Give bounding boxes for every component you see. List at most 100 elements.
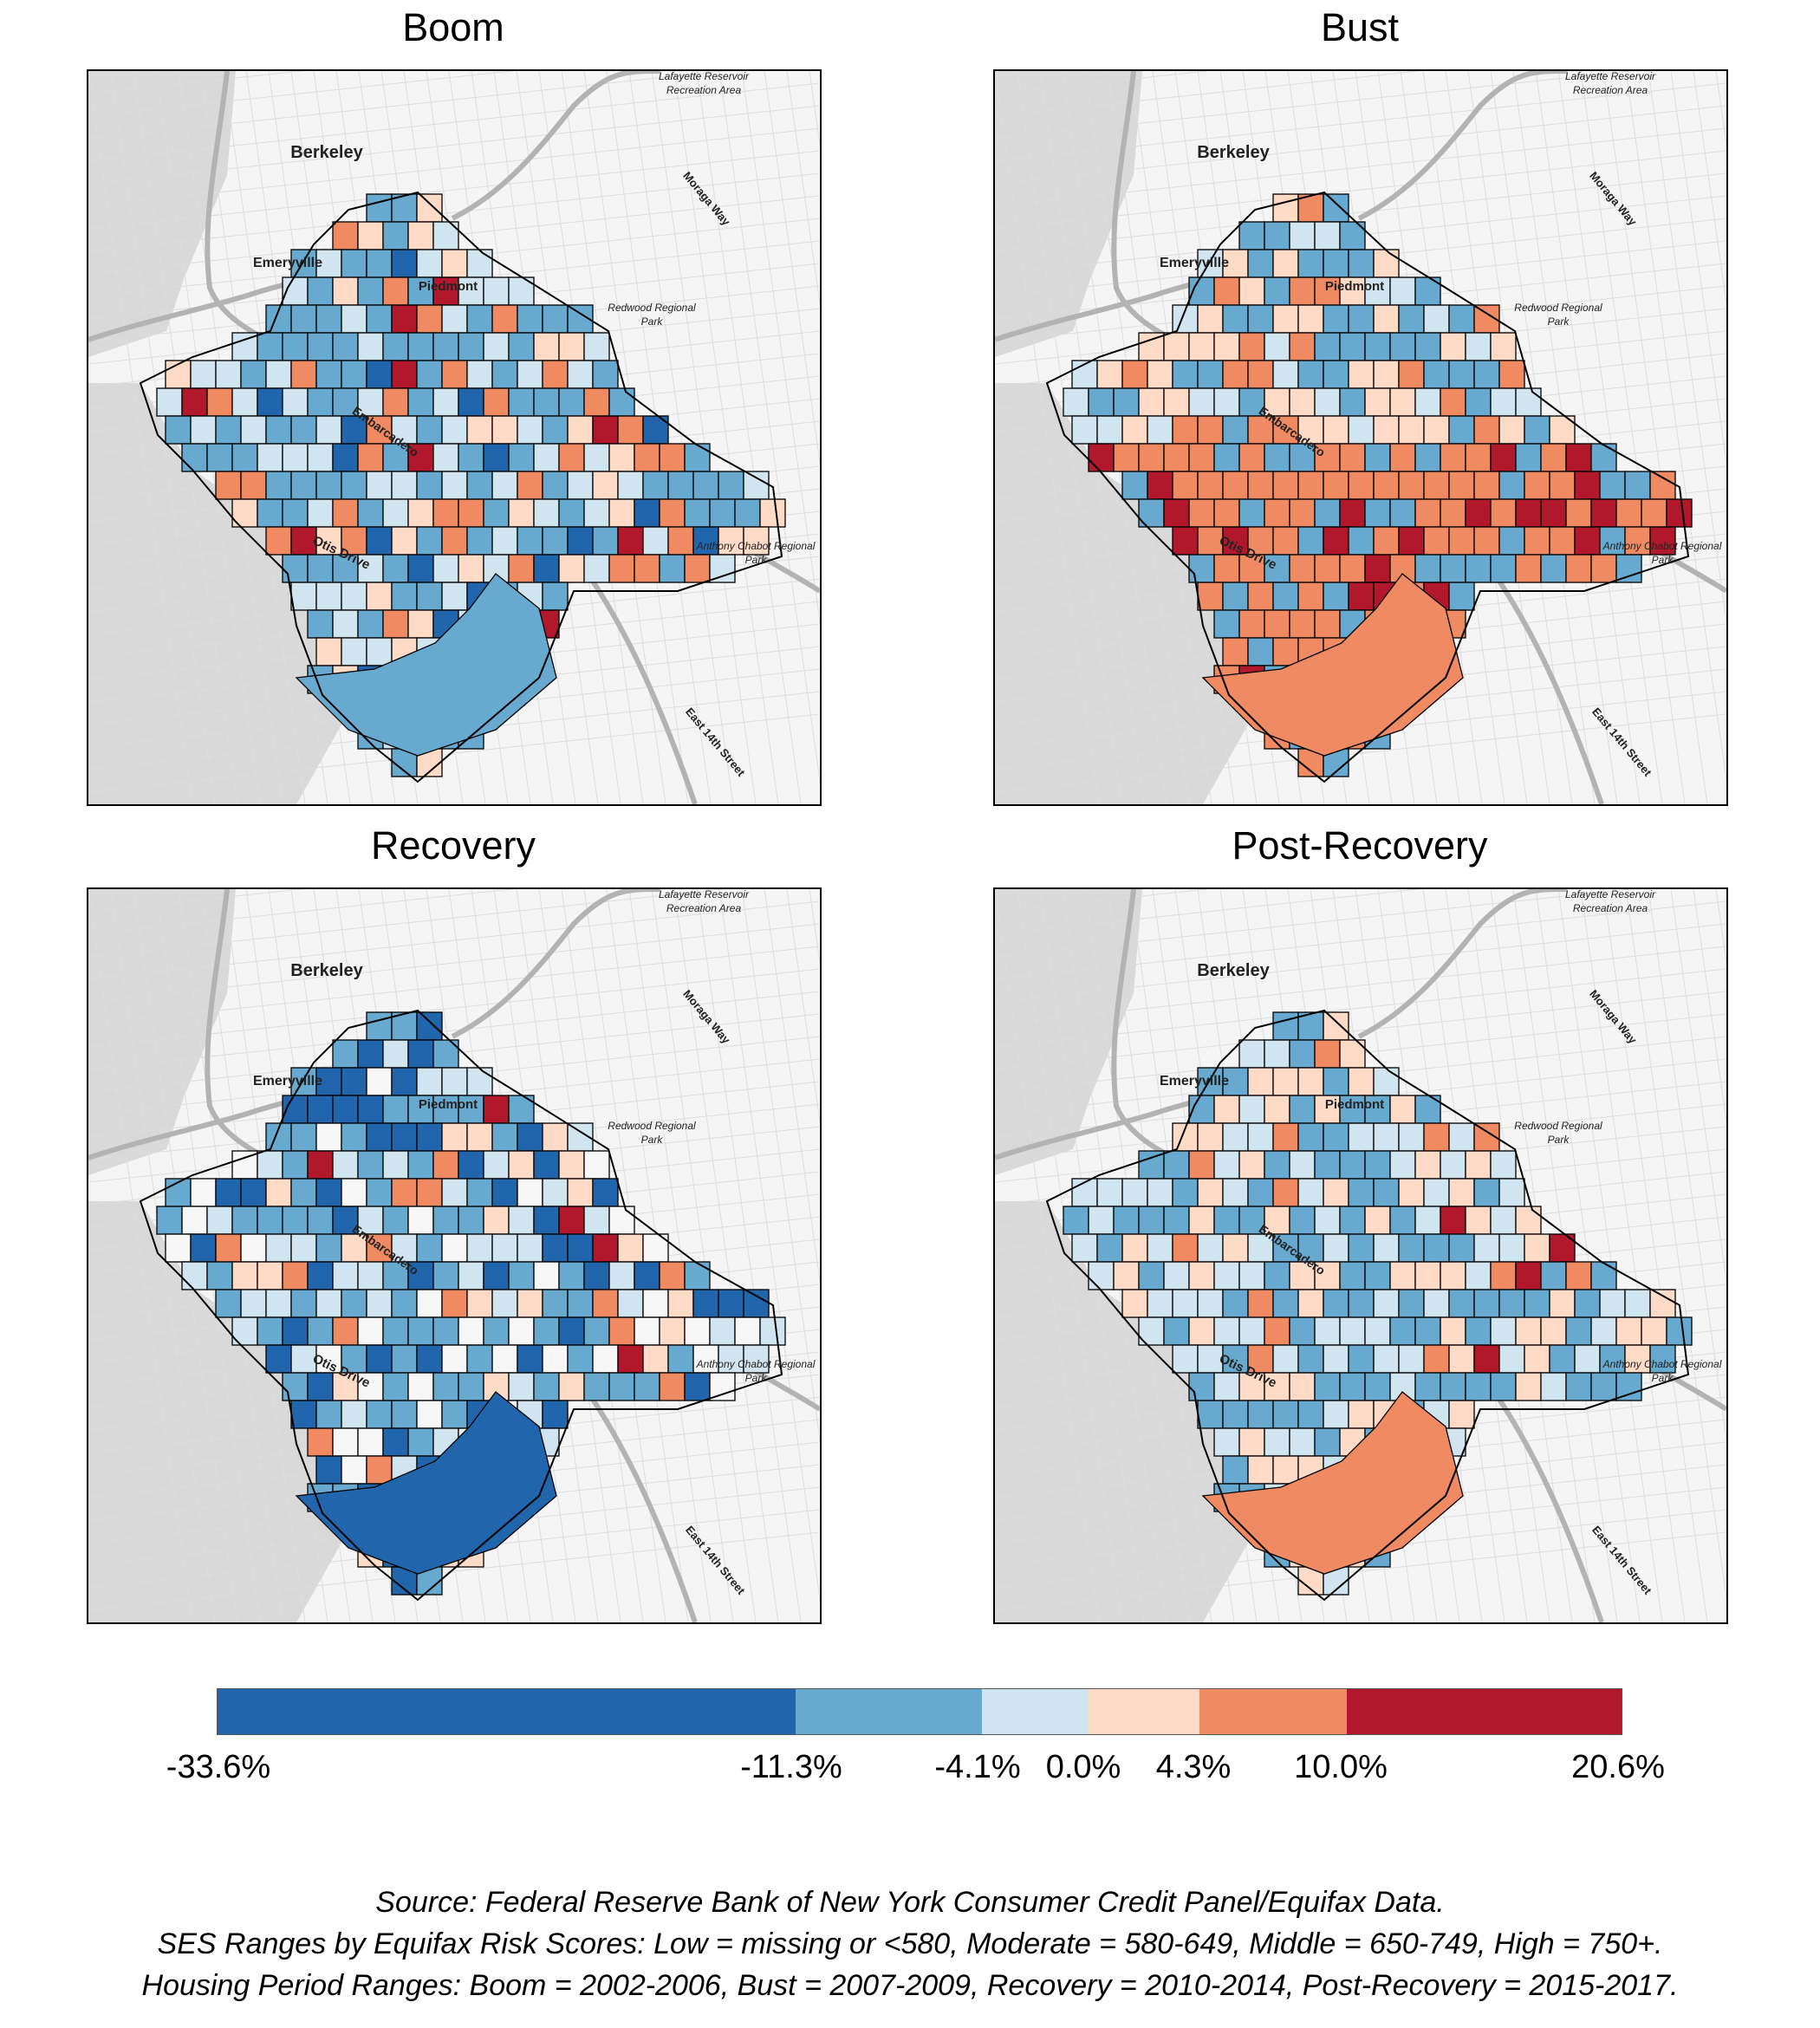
- census-tract: [1515, 1261, 1542, 1290]
- census-tract: [391, 1344, 418, 1374]
- census-tract: [1197, 1067, 1224, 1096]
- census-tract: [659, 1261, 686, 1290]
- census-tract: [1096, 360, 1123, 389]
- panel-title-bust: Bust: [1320, 5, 1400, 49]
- census-tract: [1364, 554, 1391, 583]
- census-tract: [1590, 443, 1617, 472]
- census-tract: [1297, 1400, 1324, 1429]
- census-tract: [1398, 304, 1425, 334]
- census-tract: [332, 276, 359, 306]
- census-tract: [517, 471, 543, 500]
- census-tract: [257, 1316, 283, 1346]
- census-tract: [1272, 582, 1299, 611]
- census-tract: [1440, 498, 1466, 528]
- census-tract: [517, 1122, 543, 1152]
- census-tract: [1414, 1372, 1441, 1401]
- census-tract: [1364, 443, 1391, 472]
- census-tract: [357, 1095, 384, 1124]
- census-tract: [357, 443, 384, 472]
- census-tract: [1113, 1206, 1140, 1235]
- census-tract: [617, 1233, 644, 1263]
- census-tract: [382, 554, 409, 583]
- census-tract: [1515, 1316, 1542, 1346]
- census-tract: [1649, 526, 1676, 556]
- census-tract: [315, 471, 342, 500]
- census-tract: [391, 1011, 418, 1041]
- census-tract: [416, 582, 443, 611]
- census-tract: [542, 1122, 569, 1152]
- census-tract: [608, 1261, 635, 1290]
- census-tract: [366, 471, 393, 500]
- census-tract: [508, 554, 535, 583]
- census-tract: [257, 1150, 283, 1180]
- census-tract: [466, 249, 493, 278]
- census-tract: [407, 1372, 434, 1401]
- census-tract: [1398, 1233, 1425, 1263]
- census-tract: [1490, 387, 1517, 417]
- census-tract: [1197, 582, 1224, 611]
- census-tract: [432, 554, 459, 583]
- census-tract: [508, 332, 535, 361]
- census-tract: [642, 1344, 669, 1374]
- census-tract: [1163, 1150, 1190, 1180]
- census-tract: [1138, 1261, 1165, 1290]
- census-tract: [1071, 415, 1098, 445]
- census-tract: [1389, 276, 1416, 306]
- census-tract: [1348, 1122, 1375, 1152]
- legend-tick-label: 10.0%: [1294, 1749, 1388, 1785]
- census-tract: [508, 1206, 535, 1235]
- legend-tick-label: 0.0%: [1045, 1749, 1121, 1785]
- census-tract: [307, 609, 334, 639]
- map-svg: Berkeley Lafayette Reservoir Recreation Ar…: [995, 889, 1726, 1622]
- census-tract: [1373, 1122, 1400, 1152]
- map-boom: Berkeley Lafayette Reservoir Recreation Ar…: [87, 69, 822, 806]
- census-tract: [441, 415, 468, 445]
- census-tract: [1172, 1289, 1199, 1318]
- census-tract: [667, 1344, 694, 1374]
- census-tract: [1515, 498, 1542, 528]
- census-tract: [416, 1011, 443, 1041]
- census-tract: [567, 1289, 594, 1318]
- census-tract: [1323, 471, 1349, 500]
- census-tract: [1448, 304, 1475, 334]
- census-tract: [759, 1316, 786, 1346]
- census-tract: [1440, 1372, 1466, 1401]
- census-tract: [257, 1206, 283, 1235]
- census-tract: [517, 526, 543, 556]
- legend-color-segment: [1088, 1689, 1199, 1734]
- census-tract: [1348, 582, 1375, 611]
- census-tract: [1515, 1206, 1542, 1235]
- census-tract: [583, 1372, 610, 1401]
- census-tract: [743, 471, 770, 500]
- census-tract: [1172, 1344, 1199, 1374]
- census-tract: [1373, 304, 1400, 334]
- census-tract: [1163, 387, 1190, 417]
- census-tract: [1414, 332, 1441, 361]
- census-tract: [1524, 1344, 1550, 1374]
- census-tract: [1465, 1261, 1492, 1290]
- census-tract: [257, 443, 283, 472]
- census-tract: [282, 387, 309, 417]
- census-tract: [1297, 1344, 1324, 1374]
- census-tract: [583, 554, 610, 583]
- census-tract: [1314, 1372, 1341, 1401]
- census-tract: [1565, 1261, 1592, 1290]
- census-tract: [466, 304, 493, 334]
- census-tract: [1264, 609, 1290, 639]
- census-tract: [1147, 1233, 1173, 1263]
- census-tract: [1373, 1067, 1400, 1096]
- census-tract: [307, 276, 334, 306]
- census-tract: [1147, 360, 1173, 389]
- census-tract: [1339, 1372, 1366, 1401]
- census-tract: [1213, 1261, 1240, 1290]
- census-tract: [1666, 498, 1693, 528]
- census-tract: [533, 498, 560, 528]
- census-tract: [1188, 554, 1215, 583]
- census-tract: [1247, 1289, 1274, 1318]
- census-tract: [1163, 1261, 1190, 1290]
- census-tract: [567, 360, 594, 389]
- census-tract: [1565, 498, 1592, 528]
- census-tract: [634, 554, 660, 583]
- census-tract: [542, 526, 569, 556]
- map-label-redwood1: Redwood Regional: [1514, 302, 1602, 314]
